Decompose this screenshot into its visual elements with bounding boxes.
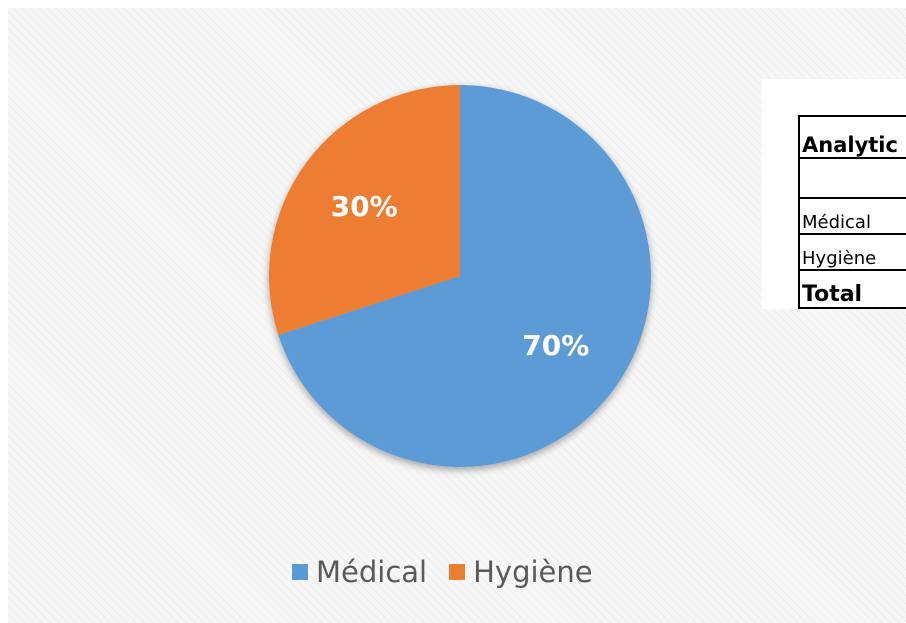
table-total-label: Total bbox=[798, 269, 906, 309]
table-blank-cell bbox=[798, 157, 906, 199]
data-label-médical: 70% bbox=[522, 329, 589, 362]
legend-swatch-hygiene bbox=[449, 564, 466, 580]
table-row-label: Médical bbox=[798, 197, 906, 235]
table-header-row: Analytic bbox=[798, 115, 906, 159]
legend-item-medical: Médical bbox=[292, 555, 427, 589]
legend-item-hygiene: Hygiène bbox=[449, 555, 593, 589]
pie-slice-médical bbox=[278, 85, 651, 467]
table-row-label: Hygiène bbox=[798, 233, 906, 271]
legend: Médical Hygiène bbox=[292, 552, 593, 592]
legend-label-hygiene: Hygiène bbox=[473, 555, 593, 589]
table-header-cell: Analytic bbox=[798, 115, 906, 159]
data-label-hygiène: 30% bbox=[331, 190, 398, 223]
pie-slice-hygiène bbox=[269, 85, 460, 336]
table-row: Hygiène bbox=[798, 233, 906, 271]
table-total-row: Total bbox=[798, 269, 906, 309]
table-row: Médical bbox=[798, 197, 906, 235]
data-table: Analytic Médical Hygiène Total bbox=[798, 115, 906, 309]
legend-swatch-medical bbox=[292, 564, 308, 580]
legend-label-medical: Médical bbox=[316, 555, 428, 589]
table-blank-row bbox=[798, 157, 906, 199]
data-table-panel: Analytic Médical Hygiène Total bbox=[762, 79, 906, 309]
